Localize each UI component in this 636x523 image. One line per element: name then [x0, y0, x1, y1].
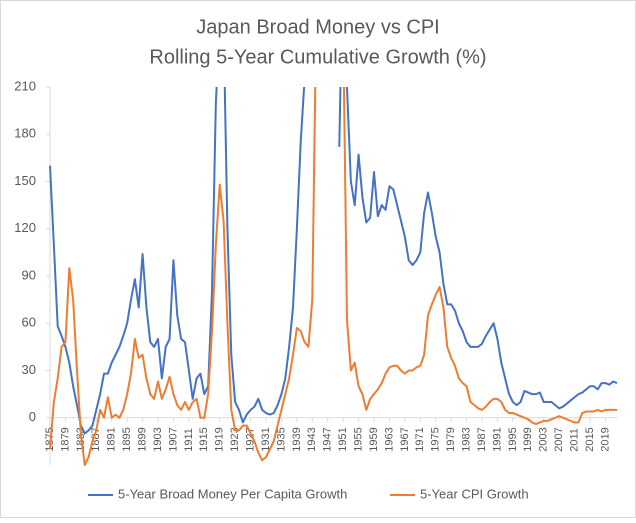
x-tick-label: 2015: [584, 427, 596, 451]
x-tick-label: 1975: [430, 427, 442, 451]
x-tick-label: 1947: [322, 427, 334, 451]
x-tick-label: 1899: [136, 427, 148, 451]
x-tick-label: 1967: [399, 427, 411, 451]
x-tick-label: 1895: [121, 427, 133, 451]
x-tick-label: 2003: [538, 427, 550, 451]
legend-label: 5-Year Broad Money Per Capita Growth: [118, 486, 347, 501]
x-tick-label: 1987: [476, 427, 488, 451]
x-tick-label: 1955: [352, 427, 364, 451]
x-tick-label: 1943: [306, 427, 318, 451]
x-tick-label: 1935: [275, 427, 287, 451]
x-tick-label: 1911: [183, 428, 195, 452]
x-tick-label: 1999: [522, 427, 534, 451]
x-tick-label: 1951: [337, 427, 349, 451]
x-tick-label: 1915: [198, 427, 210, 451]
x-tick-label: 1887: [90, 427, 102, 451]
y-tick-label: 0: [29, 409, 36, 424]
series-line: [49, 87, 618, 435]
x-tick-label: 1971: [414, 427, 426, 451]
x-tick-label: 2011: [568, 428, 580, 452]
legend-label: 5-Year CPI Growth: [420, 486, 529, 501]
y-tick-label: 180: [14, 126, 36, 141]
x-tick-label: 2019: [599, 427, 611, 451]
x-tick-label: 1931: [260, 427, 272, 451]
y-tick-label: 90: [22, 267, 36, 282]
plot-area: [49, 87, 618, 466]
chart-subtitle: Rolling 5-Year Cumulative Growth (%): [149, 46, 486, 68]
x-tick-label: 1927: [244, 427, 256, 451]
x-tick-label: 1983: [460, 427, 472, 451]
y-tick-label: 210: [14, 78, 36, 93]
x-tick-label: 1959: [368, 427, 380, 451]
x-tick-label: 1939: [291, 427, 303, 451]
y-tick-label: 60: [22, 315, 36, 330]
y-tick-label: 30: [22, 362, 36, 377]
x-tick-label: 1979: [445, 427, 457, 451]
y-tick-label: 120: [14, 220, 36, 235]
x-tick-label: 1919: [214, 427, 226, 451]
chart-title: Japan Broad Money vs CPI: [196, 16, 439, 38]
x-tick-label: 1995: [507, 427, 519, 451]
x-tick-label: 1903: [152, 427, 164, 451]
x-tick-label: 2007: [553, 427, 565, 451]
x-tick-label: 1891: [106, 427, 118, 451]
x-tick-label: 1907: [167, 427, 179, 451]
x-tick-label: 1963: [383, 427, 395, 451]
y-tick-label: 150: [14, 173, 36, 188]
x-tick-label: 1991: [491, 427, 503, 451]
x-tick-label: 1879: [59, 427, 71, 451]
x-tick-label: 1923: [229, 427, 241, 451]
series-line: [49, 87, 617, 466]
